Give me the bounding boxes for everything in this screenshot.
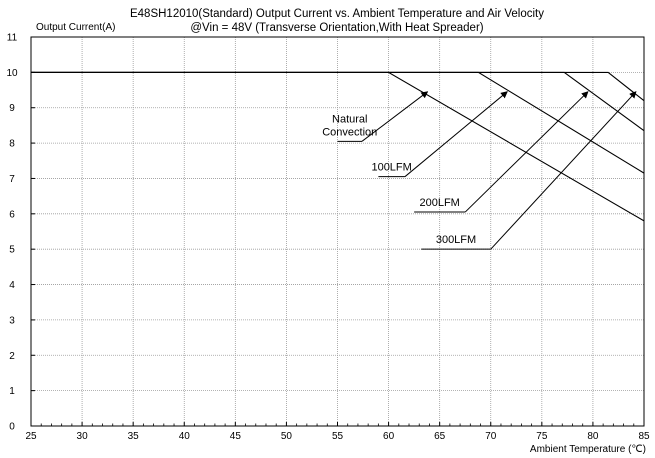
- x-tick-label: 80: [587, 431, 599, 442]
- x-tick-label: 75: [536, 431, 548, 442]
- y-tick-label: 5: [9, 245, 15, 256]
- y-axis-label: Output Current(A): [36, 22, 115, 33]
- annotation-arrow: [404, 91, 508, 178]
- grid: [31, 37, 644, 426]
- chart-title-line-2: @Vin = 48V (Transverse Orientation,With …: [190, 22, 483, 34]
- y-tick-label: 8: [9, 139, 15, 150]
- annotation-arrow: [361, 91, 429, 142]
- x-tick-label: 70: [485, 431, 497, 442]
- x-tick-label: 35: [128, 431, 140, 442]
- annotation-arrow: [464, 91, 589, 213]
- y-tick-label: 11: [7, 33, 18, 44]
- annotation-label: 100LFM: [371, 162, 411, 174]
- x-tick-label: 65: [434, 431, 446, 442]
- x-tick-label: 40: [179, 431, 191, 442]
- y-tick-label: 0: [9, 422, 15, 433]
- y-tick-label: 10: [6, 68, 18, 79]
- y-tick-label: 1: [9, 386, 15, 397]
- x-tick-label: 85: [638, 431, 650, 442]
- plot-area-frame: [30, 36, 645, 427]
- y-tick-label: 4: [9, 280, 15, 291]
- annotation-label: Convection: [322, 126, 377, 138]
- x-tick-label: 55: [332, 431, 344, 442]
- x-axis-label: Ambient Temperature (℃): [530, 444, 646, 455]
- x-tick-label: 30: [77, 431, 89, 442]
- chart-title-line-1: E48SH12010(Standard) Output Current vs. …: [130, 8, 544, 20]
- x-tick-label: 25: [25, 431, 37, 442]
- series-line: [31, 71, 645, 102]
- y-tick-label: 3: [9, 315, 15, 326]
- series-line: [31, 71, 645, 222]
- annotation-arrow: [490, 91, 637, 250]
- annotation-label: Natural: [332, 113, 367, 125]
- annotation-label: 200LFM: [419, 197, 459, 209]
- x-tick-label: 60: [383, 431, 395, 442]
- y-tick-label: 6: [9, 209, 15, 220]
- annotation-label: 300LFM: [436, 234, 476, 246]
- x-tick-label: 50: [281, 431, 293, 442]
- y-tick-label: 2: [9, 351, 15, 362]
- series-lines: [31, 71, 645, 222]
- x-tick-label: 45: [230, 431, 242, 442]
- y-tick-label: 9: [9, 103, 15, 114]
- y-tick-label: 7: [9, 174, 15, 185]
